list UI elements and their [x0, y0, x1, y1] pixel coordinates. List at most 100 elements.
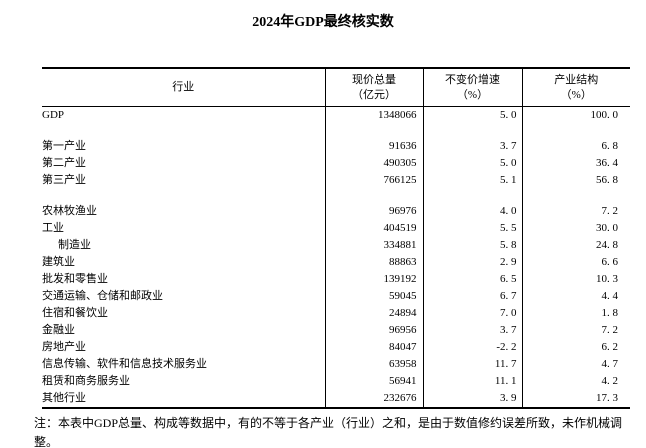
- col-header-industry-structure-label: 产业结构: [554, 73, 599, 86]
- industry-cell: 第三产业: [42, 174, 86, 186]
- value-cell: 6. 7: [422, 288, 522, 305]
- footnote: 注：本表中GDP总量、构成等数据中，有的不等于各产业（行业）之和，是由于数值修约…: [34, 416, 623, 448]
- value-cell: 100. 0: [521, 106, 630, 124]
- table-header: 行业 现价总量 （亿元） 不变价增速 （%） 产业结构 （%）: [42, 68, 630, 107]
- value-cell: 6. 8: [521, 138, 630, 155]
- spacer-cell: [42, 124, 325, 138]
- table-row: 住宿和餐饮业 24894 7. 0 1. 8: [42, 305, 630, 322]
- spacer-cell: [42, 189, 325, 203]
- value-cell: 88863: [324, 254, 423, 271]
- value-cell: 6. 6: [521, 254, 630, 271]
- value-cell: 490305: [324, 155, 423, 172]
- table-row: 制造业 334881 5. 8 24. 8: [42, 237, 630, 254]
- value-cell: 5. 0: [422, 155, 522, 172]
- industry-cell: 租赁和商务服务业: [42, 375, 130, 387]
- value-cell: 24. 8: [521, 237, 630, 254]
- value-cell: 11. 7: [422, 356, 522, 373]
- industry-cell: 交通运输、仓储和邮政业: [42, 290, 163, 302]
- table-row: 租赁和商务服务业 56941 11. 1 4. 2: [42, 373, 630, 390]
- col-header-constant-price-growth-unit: （%）: [456, 88, 489, 101]
- value-cell: 4. 0: [422, 203, 522, 220]
- value-cell: 5. 5: [422, 220, 522, 237]
- industry-cell: 第二产业: [42, 157, 86, 169]
- value-cell: 10. 3: [521, 271, 630, 288]
- value-cell: 334881: [324, 237, 423, 254]
- col-header-industry-structure-unit: （%）: [560, 88, 592, 101]
- table-row: 批发和零售业 139192 6. 5 10. 3: [42, 271, 630, 288]
- table-row: 农林牧渔业 96976 4. 0 7. 2: [42, 203, 630, 220]
- value-cell: 59045: [324, 288, 423, 305]
- value-cell: 7. 2: [521, 322, 630, 339]
- industry-cell: GDP: [42, 109, 65, 121]
- table-row: 第二产业 490305 5. 0 36. 4: [42, 155, 630, 172]
- table-body: GDP 1348066 5. 0 100. 0 第一产业 91636 3. 7 6. 8 第二产…: [42, 106, 630, 408]
- spacer-cell: [521, 189, 630, 203]
- table-row: 交通运输、仓储和邮政业 59045 6. 7 4. 4: [42, 288, 630, 305]
- industry-cell: 农林牧渔业: [42, 205, 97, 217]
- industry-cell: 房地产业: [42, 341, 86, 353]
- col-header-constant-price-growth: 不变价增速 （%）: [422, 68, 522, 107]
- value-cell: 6. 5: [422, 271, 522, 288]
- value-cell: 11. 1: [422, 373, 522, 390]
- value-cell: 56941: [324, 373, 423, 390]
- table-row: 建筑业 88863 2. 9 6. 6: [42, 254, 630, 271]
- value-cell: 232676: [324, 390, 423, 408]
- gdp-table: 行业 现价总量 （亿元） 不变价增速 （%） 产业结构 （%） GDP 13480…: [42, 67, 630, 409]
- spacer-row: [42, 124, 630, 138]
- value-cell: 4. 4: [521, 288, 630, 305]
- industry-cell: 工业: [42, 222, 64, 234]
- industry-cell: 第一产业: [42, 140, 86, 152]
- value-cell: 7. 0: [422, 305, 522, 322]
- spacer-row: [42, 189, 630, 203]
- col-header-current-price-total: 现价总量 （亿元）: [324, 68, 423, 107]
- col-header-industry-label: 行业: [172, 81, 195, 93]
- table-row: 工业 404519 5. 5 30. 0: [42, 220, 630, 237]
- value-cell: 139192: [324, 271, 423, 288]
- value-cell: 17. 3: [521, 390, 630, 408]
- col-header-industry: 行业: [42, 68, 325, 107]
- industry-cell: 制造业: [58, 239, 91, 251]
- value-cell: 1348066: [324, 106, 423, 124]
- table-row: 其他行业 232676 3. 9 17. 3: [42, 390, 630, 408]
- value-cell: 2. 9: [422, 254, 522, 271]
- industry-cell: 金融业: [42, 324, 75, 336]
- header-row: 行业 现价总量 （亿元） 不变价增速 （%） 产业结构 （%）: [42, 68, 630, 107]
- col-header-constant-price-growth-label: 不变价增速: [445, 73, 500, 86]
- value-cell: 96956: [324, 322, 423, 339]
- page-title: 2024年GDP最终核实数: [252, 15, 394, 30]
- value-cell: 56. 8: [521, 172, 630, 189]
- col-header-current-price-total-unit: （亿元）: [352, 88, 396, 101]
- value-cell: 24894: [324, 305, 423, 322]
- spacer-cell: [422, 189, 522, 203]
- value-cell: 3. 7: [422, 138, 522, 155]
- value-cell: 3. 9: [422, 390, 522, 408]
- value-cell: 404519: [324, 220, 423, 237]
- value-cell: 4. 2: [521, 373, 630, 390]
- industry-cell: 信息传输、软件和信息技术服务业: [42, 358, 207, 370]
- value-cell: 5. 8: [422, 237, 522, 254]
- table-row: 房地产业 84047 -2. 2 6. 2: [42, 339, 630, 356]
- industry-cell: 批发和零售业: [42, 273, 108, 285]
- value-cell: 3. 7: [422, 322, 522, 339]
- spacer-cell: [324, 124, 423, 138]
- spacer-cell: [324, 189, 423, 203]
- table-row: 第三产业 766125 5. 1 56. 8: [42, 172, 630, 189]
- industry-cell: 建筑业: [42, 256, 75, 268]
- table-row: 信息传输、软件和信息技术服务业 63958 11. 7 4. 7: [42, 356, 630, 373]
- value-cell: 766125: [324, 172, 423, 189]
- value-cell: 63958: [324, 356, 423, 373]
- value-cell: 5. 1: [422, 172, 522, 189]
- value-cell: 91636: [324, 138, 423, 155]
- value-cell: 1. 8: [521, 305, 630, 322]
- col-header-current-price-total-label: 现价总量: [352, 73, 396, 86]
- value-cell: 96976: [324, 203, 423, 220]
- industry-cell: 住宿和餐饮业: [42, 307, 108, 319]
- value-cell: 4. 7: [521, 356, 630, 373]
- spacer-cell: [422, 124, 522, 138]
- industry-cell: 其他行业: [42, 392, 86, 404]
- value-cell: 6. 2: [521, 339, 630, 356]
- table-row: 第一产业 91636 3. 7 6. 8: [42, 138, 630, 155]
- value-cell: 5. 0: [422, 106, 522, 124]
- table-row: GDP 1348066 5. 0 100. 0: [42, 106, 630, 124]
